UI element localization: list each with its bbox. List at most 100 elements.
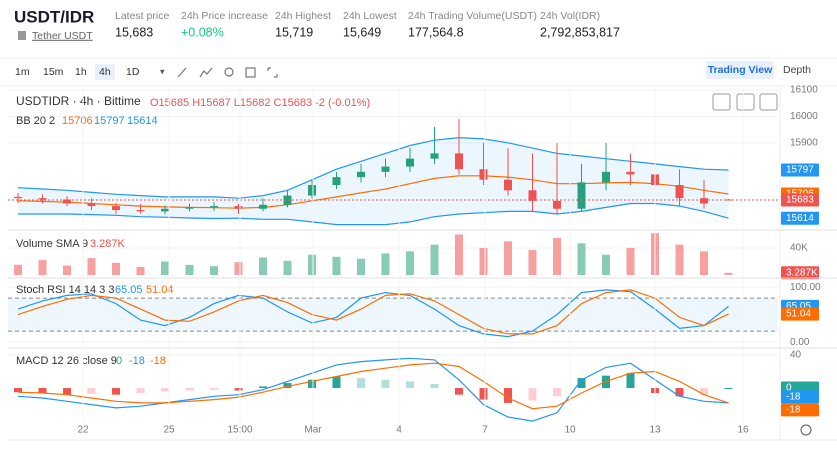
axis-value-tag — [781, 403, 819, 417]
maximize-button[interactable] — [759, 93, 778, 111]
interval-button[interactable]: 1h — [75, 66, 87, 78]
macd-line — [17, 357, 729, 422]
view-button[interactable]: Trading View — [708, 64, 773, 76]
stat-label: 24h Lowest — [343, 10, 397, 22]
view-button[interactable]: Depth — [783, 64, 811, 76]
x-tick-label: 22 — [77, 425, 89, 436]
macd-histogram-bar — [234, 388, 243, 391]
volume-bar — [455, 234, 463, 275]
macd-signal-value: -18 — [150, 355, 166, 367]
stat-value: 2,792,853,817 — [540, 25, 620, 39]
d-line — [17, 289, 729, 335]
macd-histogram-bar — [479, 388, 488, 400]
volume-bar — [38, 260, 47, 275]
stat-value: 177,564.8 — [408, 25, 464, 39]
candle-body — [406, 158, 414, 167]
volume-bar — [528, 250, 537, 275]
axis-value-tag-label: -18 — [786, 392, 801, 403]
macd-histogram-bar — [504, 388, 512, 403]
macd-histogram-bar — [185, 388, 194, 391]
volume-bar — [87, 258, 96, 275]
candle-body — [14, 196, 22, 199]
macd-line-value: -18 — [129, 355, 145, 367]
stat-value: 15,719 — [275, 25, 313, 39]
y-tick-label: 0.00 — [790, 337, 810, 348]
candle-body — [112, 206, 120, 211]
candle-body — [479, 169, 488, 180]
interval-button[interactable]: 15m — [43, 66, 64, 78]
x-tick-label: 16 — [737, 425, 749, 436]
volume-bar — [259, 257, 267, 275]
chart-settings[interactable] — [800, 424, 812, 436]
interval-button[interactable]: 1D — [126, 66, 140, 78]
bb_upper-line — [17, 136, 729, 199]
volume-bar — [14, 264, 22, 275]
y-tick-label: 16000 — [790, 111, 818, 122]
candle-body — [504, 179, 512, 191]
axis-value-tag-label: -18 — [786, 405, 801, 416]
macd-histogram-bar — [112, 388, 120, 395]
axis-value-tag — [781, 390, 819, 404]
save-icon[interactable] — [245, 67, 256, 78]
bb-legend-value: 15614 — [127, 115, 158, 127]
x-tick-label: 4 — [396, 425, 402, 436]
macd-histogram-bar — [528, 388, 537, 401]
stat-label: 24h Vol(IDR) — [540, 10, 600, 22]
scroll-button[interactable] — [712, 93, 731, 111]
y-tick-label: 15900 — [790, 137, 818, 148]
volume-legend-value: 3.287K — [90, 238, 126, 250]
stat-label: 24h Price increase — [181, 10, 268, 22]
x-tick-label: 13 — [649, 425, 661, 436]
macd-histogram-bar — [63, 388, 71, 395]
volume-bar — [112, 262, 120, 275]
bb-legend-value: 15797 — [94, 115, 125, 127]
fullscreen-icon[interactable] — [267, 67, 278, 78]
volume-bar — [675, 244, 684, 275]
draw-icon[interactable] — [177, 67, 187, 78]
interval-button[interactable]: 1m — [15, 66, 30, 78]
k-line — [17, 289, 729, 338]
macd-histogram-bar — [700, 388, 708, 395]
axis-value-tag-label: 15797 — [786, 165, 814, 176]
candle-body — [87, 203, 96, 207]
signal-line — [17, 362, 729, 410]
macd-histogram-bar — [161, 388, 169, 392]
macd-histogram-bar — [283, 383, 292, 389]
interval-selected-bg — [95, 64, 115, 80]
stat-value: 15,649 — [343, 25, 381, 39]
volume-bar — [161, 261, 169, 275]
volume-bar — [430, 244, 439, 275]
volume-legend: Volume SMA 9 — [16, 238, 88, 250]
volume-bar — [332, 256, 341, 275]
candle-body — [430, 153, 439, 159]
macd-histogram-bar — [430, 383, 439, 389]
stoch-band-fill — [8, 298, 778, 332]
axis-value-tag — [781, 307, 819, 321]
bb-legend-value: 15706 — [62, 115, 93, 127]
axis-value-tag-label: 15683 — [786, 195, 814, 206]
macd-hist-value: 0 — [116, 355, 122, 367]
axis-value-tag — [781, 266, 819, 280]
interval-button[interactable]: 4h — [99, 66, 111, 78]
x-tick-label: Mar — [304, 425, 322, 436]
stoch-k-value: 65.05 — [115, 284, 143, 296]
interval-dropdown[interactable]: ▾ — [160, 66, 165, 76]
volume-bar — [626, 247, 635, 275]
token-link[interactable]: Tether USDT — [32, 30, 93, 42]
volume-bar — [553, 237, 561, 275]
macd-histogram-bar — [87, 388, 96, 394]
axis-value-tag-label: 15614 — [786, 213, 814, 224]
candle-body — [357, 171, 365, 178]
collapse-button[interactable] — [736, 93, 755, 111]
settings-icon[interactable] — [224, 67, 234, 77]
y-tick-label: 16100 — [790, 85, 818, 96]
price-legend-title: USDTIDR · 4h · Bittime — [16, 94, 141, 108]
macd-histogram-bar — [332, 376, 341, 389]
candle-body — [455, 153, 463, 170]
volume-bar — [479, 247, 488, 275]
indicator-icon[interactable] — [199, 67, 213, 78]
candle-body — [381, 166, 390, 172]
volume-bar — [357, 258, 365, 275]
axis-value-tag-label: 3.287K — [786, 267, 818, 278]
link-icon — [18, 31, 26, 40]
